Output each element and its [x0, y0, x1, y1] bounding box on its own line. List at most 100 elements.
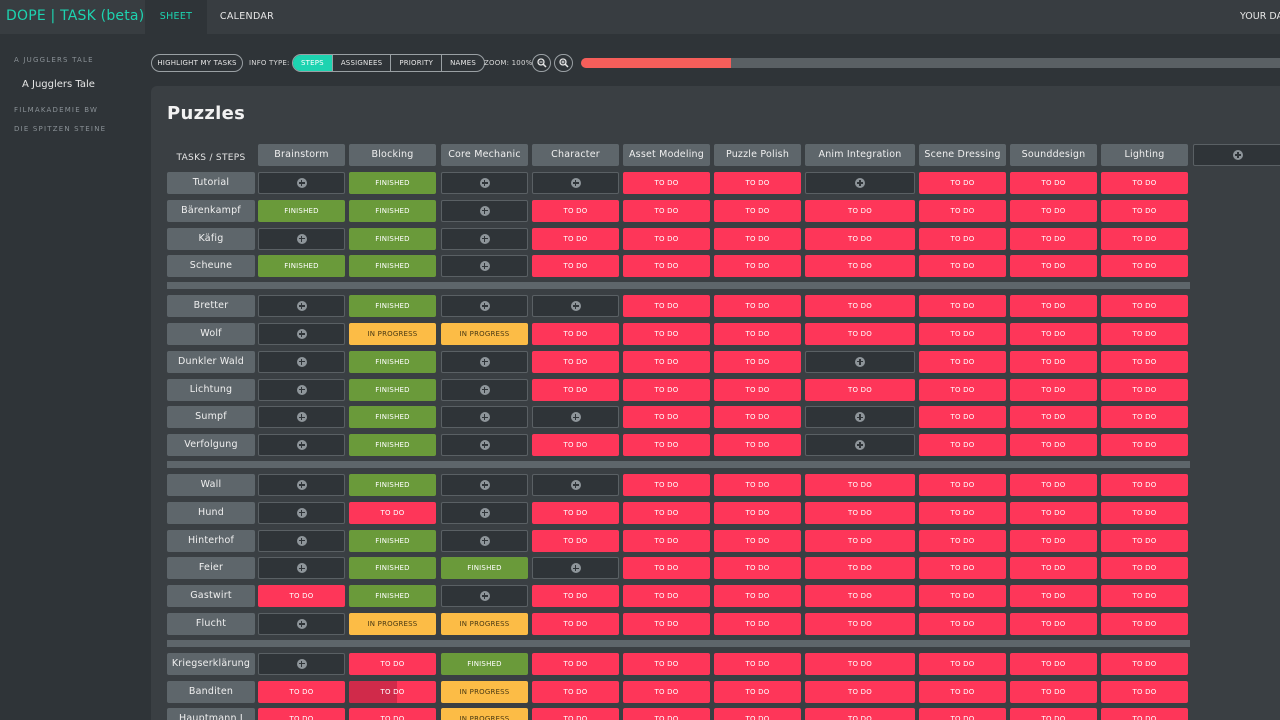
cell-hinterhof-anim-integration[interactable]: TO DO	[805, 529, 915, 552]
cell-hauptmann-i-anim-integration[interactable]: TO DO	[805, 708, 915, 720]
cell-kafig-blocking[interactable]: FINISHED	[349, 227, 436, 250]
cell-kriegserklarung-blocking[interactable]: TO DO	[349, 652, 436, 675]
cell-feier-character[interactable]	[532, 557, 619, 580]
cell-hund-anim-integration[interactable]: TO DO	[805, 501, 915, 524]
cell-verfolgung-scene-dressing[interactable]: TO DO	[919, 434, 1006, 457]
cell-dunkler-wald-lighting[interactable]: TO DO	[1101, 350, 1188, 373]
cell-flucht-brainstorm[interactable]	[258, 613, 345, 635]
cell-wall-brainstorm[interactable]	[258, 474, 345, 496]
cell-scheune-puzzle-polish[interactable]: TO DO	[714, 255, 801, 278]
cell-tutorial-lighting[interactable]: TO DO	[1101, 172, 1188, 194]
task-row-hauptmann-i[interactable]: Hauptmann I	[167, 708, 255, 720]
cell-kriegserklarung-scene-dressing[interactable]: TO DO	[919, 652, 1006, 675]
cell-scheune-lighting[interactable]: TO DO	[1101, 255, 1188, 278]
cell-wall-anim-integration[interactable]: TO DO	[805, 474, 915, 496]
cell-wall-lighting[interactable]: TO DO	[1101, 474, 1188, 496]
cell-wolf-sounddesign[interactable]: TO DO	[1010, 323, 1097, 345]
cell-hund-brainstorm[interactable]	[258, 501, 345, 524]
zoom-in-button[interactable]	[554, 54, 573, 72]
cell-tutorial-asset-modeling[interactable]: TO DO	[623, 172, 710, 194]
cell-feier-core-mechanic[interactable]: FINISHED	[441, 557, 528, 580]
cell-hund-lighting[interactable]: TO DO	[1101, 501, 1188, 524]
cell-bretter-asset-modeling[interactable]: TO DO	[623, 295, 710, 318]
cell-hauptmann-i-asset-modeling[interactable]: TO DO	[623, 708, 710, 720]
cell-sumpf-asset-modeling[interactable]: TO DO	[623, 406, 710, 429]
cell-scheune-core-mechanic[interactable]	[441, 255, 528, 278]
cell-kriegserklarung-puzzle-polish[interactable]: TO DO	[714, 652, 801, 675]
cell-hinterhof-puzzle-polish[interactable]: TO DO	[714, 529, 801, 552]
task-row-scheune[interactable]: Scheune	[167, 255, 255, 278]
cell-scheune-character[interactable]: TO DO	[532, 255, 619, 278]
cell-feier-anim-integration[interactable]: TO DO	[805, 557, 915, 580]
cell-lichtung-puzzle-polish[interactable]: TO DO	[714, 378, 801, 401]
cell-lichtung-core-mechanic[interactable]	[441, 378, 528, 401]
cell-flucht-core-mechanic[interactable]: IN PROGRESS	[441, 613, 528, 635]
cell-barenkampf-brainstorm[interactable]: FINISHED	[258, 199, 345, 222]
cell-verfolgung-anim-integration[interactable]	[805, 434, 915, 457]
cell-scheune-asset-modeling[interactable]: TO DO	[623, 255, 710, 278]
cell-wall-puzzle-polish[interactable]: TO DO	[714, 474, 801, 496]
cell-banditen-brainstorm[interactable]: TO DO	[258, 680, 345, 703]
sidebar-project-filmakademie-bw[interactable]: FILMAKADEMIE BW	[14, 106, 99, 114]
cell-barenkampf-asset-modeling[interactable]: TO DO	[623, 199, 710, 222]
task-row-barenkampf[interactable]: Bärenkampf	[167, 199, 255, 222]
cell-flucht-scene-dressing[interactable]: TO DO	[919, 613, 1006, 635]
cell-kriegserklarung-anim-integration[interactable]: TO DO	[805, 652, 915, 675]
cell-feier-asset-modeling[interactable]: TO DO	[623, 557, 710, 580]
cell-sumpf-blocking[interactable]: FINISHED	[349, 406, 436, 429]
cell-sumpf-sounddesign[interactable]: TO DO	[1010, 406, 1097, 429]
cell-bretter-character[interactable]	[532, 295, 619, 318]
cell-wolf-character[interactable]: TO DO	[532, 323, 619, 345]
cell-kriegserklarung-core-mechanic[interactable]: FINISHED	[441, 652, 528, 675]
cell-lichtung-scene-dressing[interactable]: TO DO	[919, 378, 1006, 401]
cell-wolf-anim-integration[interactable]: TO DO	[805, 323, 915, 345]
task-row-kriegserklarung[interactable]: Kriegserklärung	[167, 652, 255, 675]
cell-wall-core-mechanic[interactable]	[441, 474, 528, 496]
cell-dunkler-wald-core-mechanic[interactable]	[441, 350, 528, 373]
column-header-scene-dressing[interactable]: Scene Dressing	[919, 144, 1006, 166]
cell-lichtung-sounddesign[interactable]: TO DO	[1010, 378, 1097, 401]
task-row-wall[interactable]: Wall	[167, 474, 255, 496]
cell-gastwirt-character[interactable]: TO DO	[532, 585, 619, 608]
highlight-my-tasks-button[interactable]: HIGHLIGHT MY TASKS	[151, 54, 243, 72]
cell-tutorial-puzzle-polish[interactable]: TO DO	[714, 172, 801, 194]
cell-lichtung-anim-integration[interactable]: TO DO	[805, 378, 915, 401]
cell-feier-lighting[interactable]: TO DO	[1101, 557, 1188, 580]
your-dashboard-link[interactable]: YOUR DA	[1240, 11, 1280, 22]
column-header-lighting[interactable]: Lighting	[1101, 144, 1188, 166]
cell-hund-puzzle-polish[interactable]: TO DO	[714, 501, 801, 524]
cell-gastwirt-blocking[interactable]: FINISHED	[349, 585, 436, 608]
cell-hinterhof-asset-modeling[interactable]: TO DO	[623, 529, 710, 552]
cell-kafig-puzzle-polish[interactable]: TO DO	[714, 227, 801, 250]
cell-hinterhof-lighting[interactable]: TO DO	[1101, 529, 1188, 552]
cell-scheune-scene-dressing[interactable]: TO DO	[919, 255, 1006, 278]
cell-kafig-brainstorm[interactable]	[258, 227, 345, 250]
task-row-wolf[interactable]: Wolf	[167, 323, 255, 345]
cell-hauptmann-i-character[interactable]: TO DO	[532, 708, 619, 720]
column-header-brainstorm[interactable]: Brainstorm	[258, 144, 345, 166]
cell-verfolgung-asset-modeling[interactable]: TO DO	[623, 434, 710, 457]
column-header-asset-modeling[interactable]: Asset Modeling	[623, 144, 710, 166]
cell-verfolgung-core-mechanic[interactable]	[441, 434, 528, 457]
cell-kafig-core-mechanic[interactable]	[441, 227, 528, 250]
cell-banditen-anim-integration[interactable]: TO DO	[805, 680, 915, 703]
cell-hinterhof-brainstorm[interactable]	[258, 529, 345, 552]
cell-hauptmann-i-lighting[interactable]: TO DO	[1101, 708, 1188, 720]
cell-bretter-core-mechanic[interactable]	[441, 295, 528, 318]
cell-bretter-sounddesign[interactable]: TO DO	[1010, 295, 1097, 318]
cell-kriegserklarung-lighting[interactable]: TO DO	[1101, 652, 1188, 675]
cell-tutorial-scene-dressing[interactable]: TO DO	[919, 172, 1006, 194]
cell-bretter-puzzle-polish[interactable]: TO DO	[714, 295, 801, 318]
cell-sumpf-anim-integration[interactable]	[805, 406, 915, 429]
cell-bretter-scene-dressing[interactable]: TO DO	[919, 295, 1006, 318]
cell-sumpf-scene-dressing[interactable]: TO DO	[919, 406, 1006, 429]
column-header-puzzle-polish[interactable]: Puzzle Polish	[714, 144, 801, 166]
cell-hauptmann-i-scene-dressing[interactable]: TO DO	[919, 708, 1006, 720]
tab-sheet[interactable]: SHEET	[145, 0, 207, 34]
cell-sumpf-brainstorm[interactable]	[258, 406, 345, 429]
cell-lichtung-brainstorm[interactable]	[258, 378, 345, 401]
column-header-sounddesign[interactable]: Sounddesign	[1010, 144, 1097, 166]
cell-tutorial-character[interactable]	[532, 172, 619, 194]
cell-flucht-blocking[interactable]: IN PROGRESS	[349, 613, 436, 635]
cell-gastwirt-brainstorm[interactable]: TO DO	[258, 585, 345, 608]
